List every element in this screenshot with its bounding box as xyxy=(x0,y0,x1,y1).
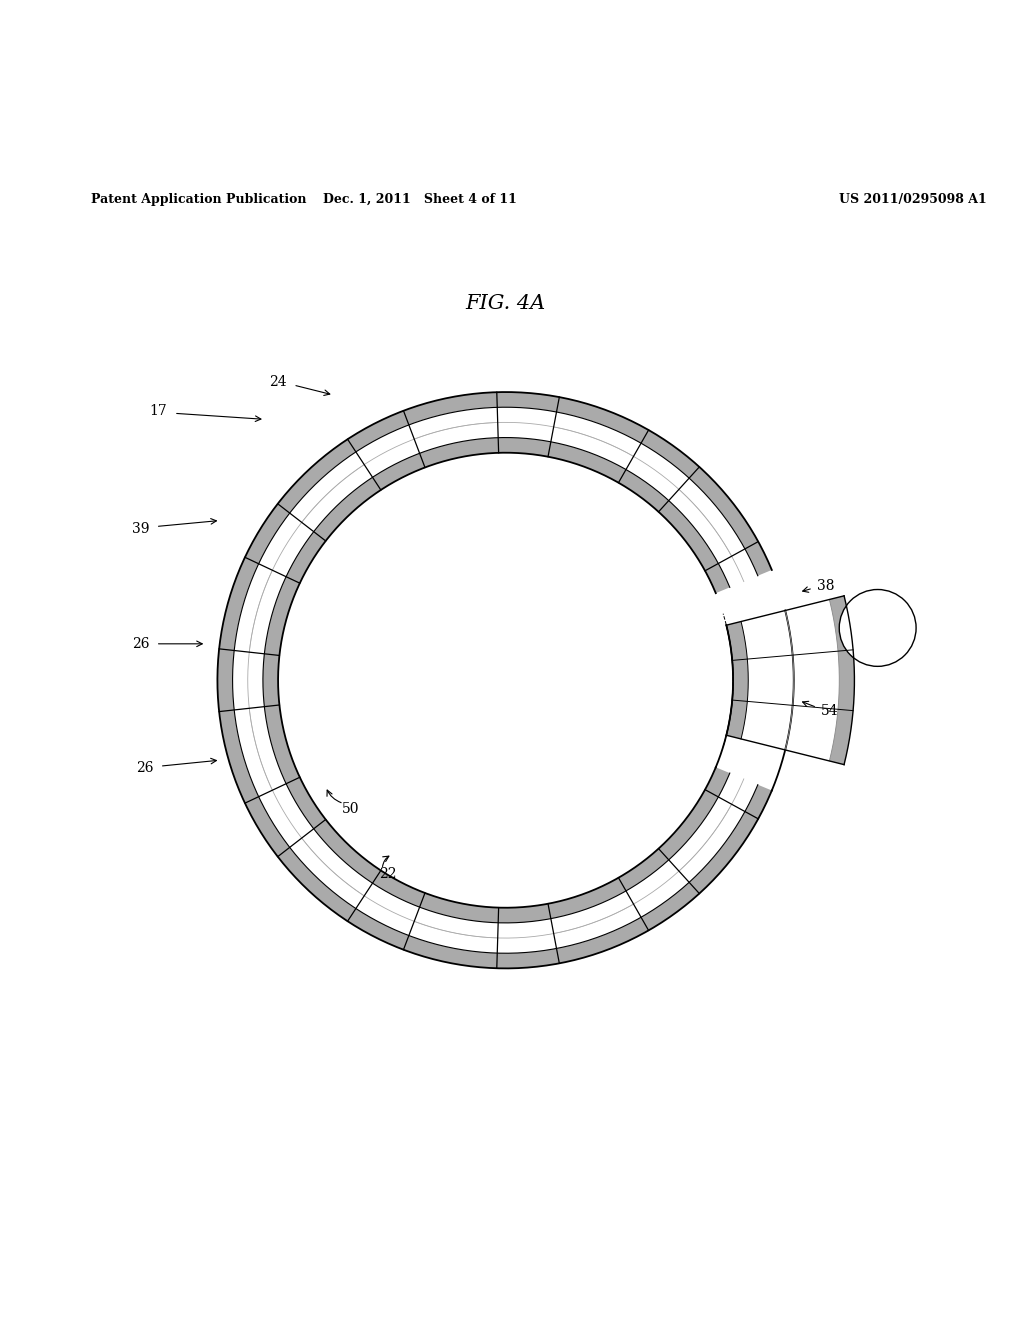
Polygon shape xyxy=(551,891,641,949)
Polygon shape xyxy=(829,595,854,764)
Text: 17: 17 xyxy=(150,404,167,418)
Polygon shape xyxy=(217,392,772,969)
Polygon shape xyxy=(290,451,373,532)
Text: 54: 54 xyxy=(821,704,839,718)
Polygon shape xyxy=(234,706,286,797)
Text: 26: 26 xyxy=(132,636,150,651)
Circle shape xyxy=(840,590,916,667)
Polygon shape xyxy=(234,564,286,653)
Polygon shape xyxy=(551,412,641,470)
Text: 38: 38 xyxy=(817,579,835,593)
Text: 50: 50 xyxy=(342,801,359,816)
Polygon shape xyxy=(409,408,498,453)
Text: Patent Application Publication: Patent Application Publication xyxy=(91,193,306,206)
Polygon shape xyxy=(263,437,730,923)
Polygon shape xyxy=(716,570,794,791)
Text: US 2011/0295098 A1: US 2011/0295098 A1 xyxy=(840,193,987,206)
Text: 39: 39 xyxy=(132,521,150,536)
Text: FIG. 4A: FIG. 4A xyxy=(466,294,546,313)
Polygon shape xyxy=(726,595,854,764)
Text: 26: 26 xyxy=(136,762,154,775)
Polygon shape xyxy=(669,797,744,882)
Polygon shape xyxy=(669,478,744,564)
Text: 22: 22 xyxy=(379,867,396,882)
Text: 24: 24 xyxy=(269,375,287,389)
Polygon shape xyxy=(290,829,373,908)
Text: Dec. 1, 2011   Sheet 4 of 11: Dec. 1, 2011 Sheet 4 of 11 xyxy=(323,193,516,206)
Polygon shape xyxy=(726,622,749,739)
Polygon shape xyxy=(409,907,498,953)
Polygon shape xyxy=(217,392,772,969)
